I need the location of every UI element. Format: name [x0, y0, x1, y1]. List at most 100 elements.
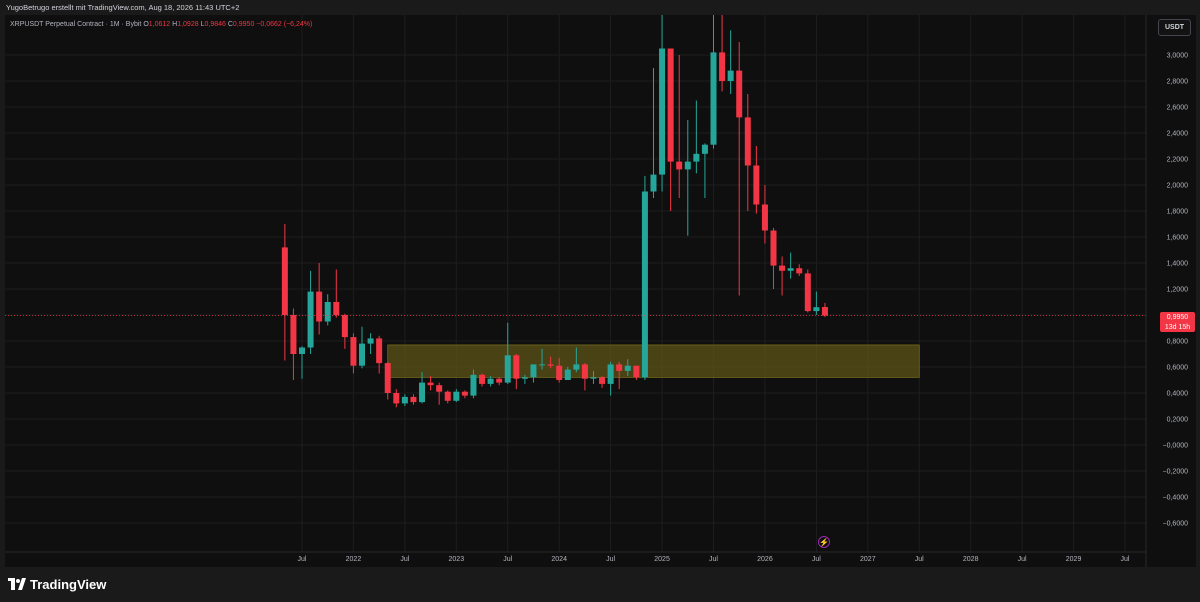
candle-body: [556, 365, 563, 380]
candle[interactable]: [410, 394, 417, 405]
candle[interactable]: [299, 346, 305, 379]
candle[interactable]: [727, 30, 734, 94]
low-label: L: [200, 21, 205, 28]
candle[interactable]: [521, 374, 528, 384]
candle[interactable]: [384, 361, 391, 400]
candle[interactable]: [487, 376, 494, 387]
candle[interactable]: [693, 100, 700, 174]
candle[interactable]: [333, 269, 340, 318]
candle[interactable]: [401, 394, 408, 406]
x-tick-label: Jul: [709, 556, 718, 563]
candle[interactable]: [581, 363, 588, 391]
candle[interactable]: [736, 42, 743, 296]
y-tick-label: 2,6000: [1167, 105, 1189, 112]
candle[interactable]: [753, 146, 760, 214]
candle[interactable]: [444, 390, 451, 404]
x-tick-label: 2026: [757, 556, 773, 563]
candle[interactable]: [667, 48, 674, 212]
candle[interactable]: [530, 364, 537, 383]
candle[interactable]: [470, 369, 477, 399]
candle-body: [281, 247, 288, 315]
candle[interactable]: [513, 354, 520, 390]
candle[interactable]: [710, 15, 717, 149]
lightning-icon[interactable]: ⚡: [818, 536, 830, 548]
candle[interactable]: [427, 376, 434, 391]
candle[interactable]: [633, 365, 640, 380]
candle[interactable]: [290, 308, 297, 381]
candle[interactable]: [616, 361, 623, 390]
candle[interactable]: [599, 376, 606, 388]
candle-body: [367, 338, 374, 344]
candle[interactable]: [590, 370, 597, 384]
candle[interactable]: [453, 389, 460, 403]
candle[interactable]: [341, 313, 348, 349]
candle[interactable]: [607, 361, 614, 396]
candle[interactable]: [641, 175, 648, 380]
candle[interactable]: [650, 68, 657, 198]
candle[interactable]: [684, 120, 691, 236]
candle[interactable]: [393, 389, 400, 408]
y-tick-label: 0,8000: [1167, 339, 1189, 346]
candle[interactable]: [496, 377, 503, 386]
candle[interactable]: [376, 335, 383, 374]
candle[interactable]: [556, 357, 563, 383]
candle[interactable]: [324, 294, 331, 326]
candle[interactable]: [676, 55, 683, 198]
candle[interactable]: [547, 356, 554, 369]
candle[interactable]: [359, 326, 366, 369]
candle[interactable]: [659, 15, 666, 192]
currency-selector[interactable]: USDT: [1158, 19, 1191, 36]
candle[interactable]: [770, 227, 777, 289]
candle-body: [581, 364, 588, 379]
candle-body: [616, 364, 623, 371]
candle-body: [761, 204, 768, 231]
candle[interactable]: [813, 291, 820, 315]
candle[interactable]: [350, 333, 357, 374]
candle[interactable]: [761, 185, 768, 244]
candle-body: [659, 48, 666, 175]
candle[interactable]: [821, 302, 828, 318]
candle[interactable]: [744, 94, 751, 211]
candle-body: [633, 365, 640, 378]
x-tick-label: 2024: [551, 556, 567, 563]
x-tick-label: Jul: [812, 556, 821, 563]
candle[interactable]: [419, 372, 426, 404]
candle[interactable]: [367, 333, 374, 354]
candle[interactable]: [787, 252, 794, 279]
candle[interactable]: [564, 367, 571, 380]
candle[interactable]: [281, 224, 288, 361]
y-tick-label: −0,4000: [1163, 495, 1189, 502]
candle-body: [796, 268, 803, 274]
candle[interactable]: [539, 348, 546, 370]
candle[interactable]: [461, 390, 468, 399]
last-price-value: 0,9950: [1166, 314, 1189, 321]
y-tick-label: 1,2000: [1167, 287, 1189, 294]
chart-area[interactable]: 3,0000 2,8000 2,6000 2,4000 2,2000 2,0000 1,80…: [5, 15, 1196, 567]
y-tick-label: 0,2000: [1167, 417, 1189, 424]
candle[interactable]: [804, 269, 811, 313]
candle[interactable]: [719, 15, 726, 92]
candle[interactable]: [436, 382, 443, 405]
y-tick-label: 2,4000: [1167, 131, 1189, 138]
last-price-tag: 0,9950 13d 15h: [1160, 312, 1195, 332]
candle[interactable]: [701, 143, 708, 198]
symbol-name[interactable]: XRPUSDT Perpetual Contract · 1M · Bybit: [10, 21, 142, 28]
candle[interactable]: [624, 359, 631, 377]
candle[interactable]: [573, 347, 580, 373]
candle[interactable]: [316, 263, 323, 335]
x-tick-label: 2025: [654, 556, 670, 563]
candle[interactable]: [504, 322, 511, 384]
symbol-legend[interactable]: XRPUSDT Perpetual Contract · 1M · Bybit …: [10, 21, 312, 28]
candlestick-chart[interactable]: 3,0000 2,8000 2,6000 2,4000 2,2000 2,0000 1,80…: [5, 15, 1196, 567]
tradingview-logo[interactable]: TradingView: [8, 576, 106, 592]
y-tick-label: 1,6000: [1167, 235, 1189, 242]
support-zone[interactable]: [387, 344, 920, 378]
candle-body: [573, 364, 580, 370]
candle-body: [787, 268, 794, 271]
candle[interactable]: [479, 373, 486, 387]
candle-body: [333, 302, 340, 315]
open-label: O: [143, 21, 149, 28]
candle[interactable]: [307, 270, 314, 354]
candle[interactable]: [796, 264, 803, 276]
candle[interactable]: [779, 256, 786, 296]
